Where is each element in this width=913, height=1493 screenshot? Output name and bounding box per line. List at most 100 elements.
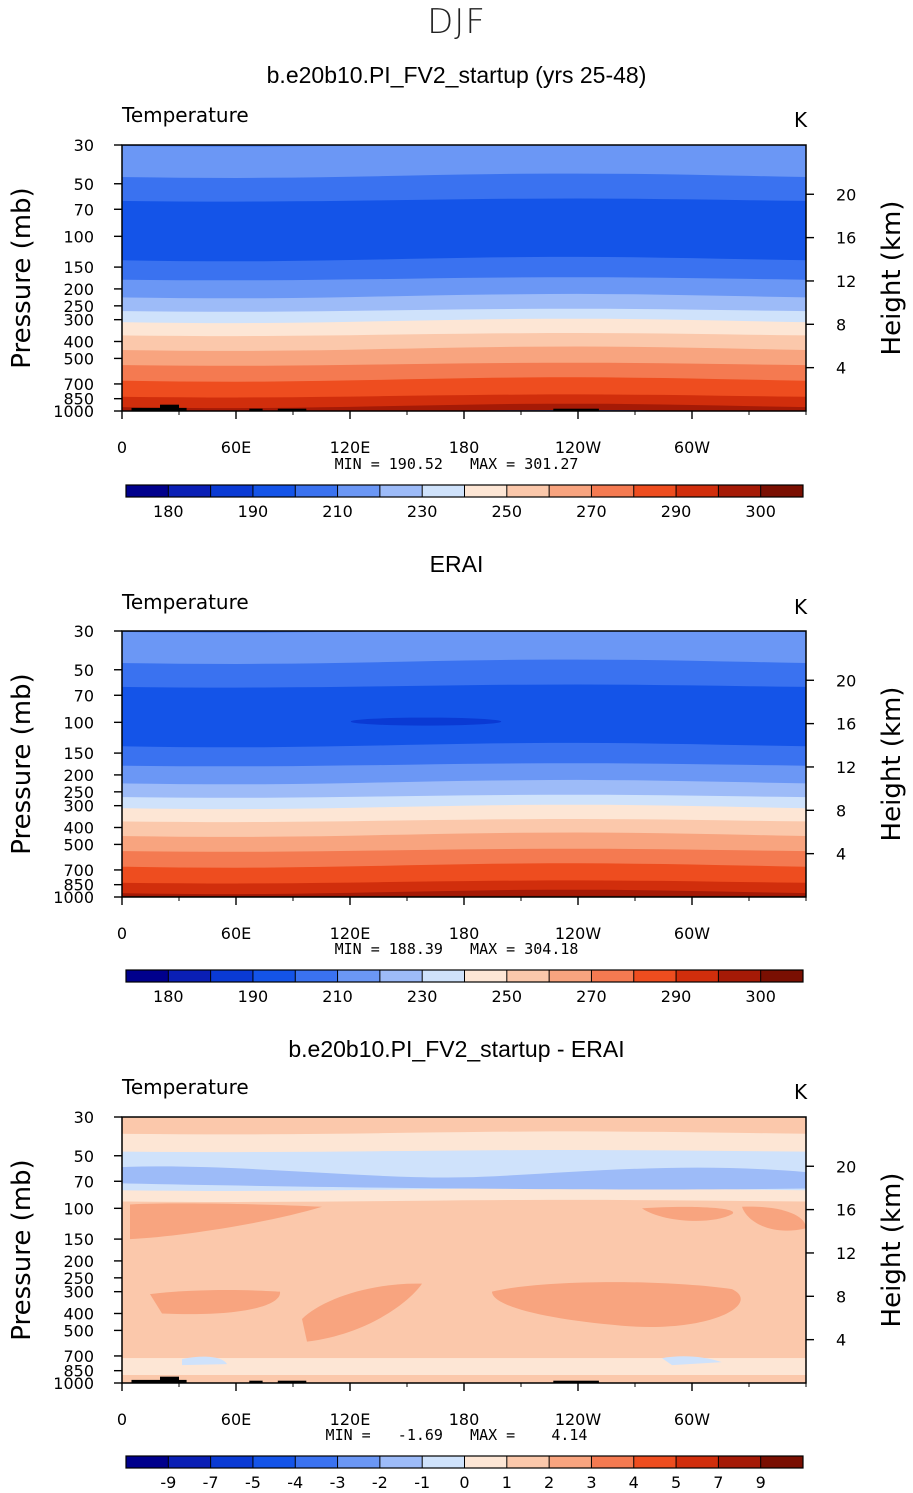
y-axis-label: Pressure (mb) <box>7 1159 37 1340</box>
contour-band <box>122 684 806 748</box>
contour-band <box>122 308 806 324</box>
y-tick-label: 70 <box>74 686 94 705</box>
y-tick-label: 70 <box>74 1172 94 1191</box>
panel-3: 3050701001502002503004005007008501000201… <box>7 1108 907 1492</box>
panel-1-units: K <box>794 108 808 132</box>
y-tick-label: 150 <box>63 1230 94 1249</box>
contour-band <box>122 173 806 203</box>
contour-band <box>122 1131 806 1153</box>
terrain-block <box>277 1380 307 1383</box>
colorbar-label: 230 <box>407 502 438 521</box>
y-tick-label: 500 <box>63 349 94 368</box>
colorbar: -9 -7 -5 -4 -3 -2 -1 0 1 2 3 4 5 7 9 <box>125 1455 804 1492</box>
colorbar-label: 190 <box>238 502 269 521</box>
colorbar-swatch <box>295 485 338 497</box>
colorbar-label: 3 <box>586 1473 596 1492</box>
contour-band <box>122 362 806 383</box>
x-tick-label: 180 <box>449 924 480 943</box>
contour-band <box>122 293 806 313</box>
panel-2: 3050701001502002503004005007008501000201… <box>7 622 907 1006</box>
contour-band <box>122 333 806 352</box>
cold-core <box>350 717 502 726</box>
x-tick-label: 60W <box>674 1410 710 1429</box>
y-tick-label: 200 <box>63 280 94 299</box>
y-tick-label: 400 <box>63 332 94 351</box>
height-tick-label: 8 <box>836 315 846 334</box>
y-tick-label: 700 <box>63 861 94 880</box>
colorbar-swatch <box>252 485 296 497</box>
colorbar-swatch <box>718 1456 762 1468</box>
x-tick-label: 180 <box>449 1410 480 1429</box>
y-tick-label: 400 <box>63 1304 94 1323</box>
colorbar-label: 210 <box>322 502 353 521</box>
colorbar-label: 180 <box>153 502 184 521</box>
colorbar-swatch <box>126 1456 169 1468</box>
right-axis-label: Height (km) <box>877 201 907 356</box>
colorbar-swatch <box>295 970 338 982</box>
contour-band <box>122 659 806 689</box>
y-tick-label: 300 <box>63 311 94 330</box>
contour-band <box>122 631 806 665</box>
colorbar-frame <box>125 1455 804 1469</box>
x-tick-label: 120W <box>555 438 602 457</box>
negative-lobe <box>122 1166 806 1190</box>
x-tick-label: 120E <box>330 924 371 943</box>
panel-1-title: b.e20b10.PI_FV2_startup (yrs 25-48) <box>266 62 647 88</box>
y-tick-label: 150 <box>63 258 94 277</box>
height-tick-label: 4 <box>836 1331 846 1350</box>
colorbar-label: 9 <box>756 1473 766 1492</box>
y-axis-label: Pressure (mb) <box>7 187 37 368</box>
y-tick-label: 1000 <box>53 402 94 421</box>
terrain-block <box>553 408 599 411</box>
terrain-block <box>160 404 179 411</box>
colorbar-swatch <box>252 1456 296 1468</box>
y-tick-label: 500 <box>63 1321 94 1340</box>
colorbar-swatch <box>633 1456 677 1468</box>
contour-fill <box>122 1117 806 1383</box>
x-tick-label: 120W <box>555 924 602 943</box>
colorbar-label: 2 <box>544 1473 554 1492</box>
colorbar-label: 300 <box>745 502 776 521</box>
height-tick-label: 20 <box>836 1157 856 1176</box>
y-tick-label: 30 <box>74 622 94 641</box>
y-tick-label: 30 <box>74 1108 94 1127</box>
colorbar-label: 1 <box>502 1473 512 1492</box>
contour-band <box>122 889 806 897</box>
colorbar-swatch <box>506 1456 550 1468</box>
panel-3-title: b.e20b10.PI_FV2_startup - ERAI <box>288 1036 625 1062</box>
height-tick-label: 16 <box>836 715 856 734</box>
right-axis-label: Height (km) <box>877 687 907 842</box>
contour-band <box>122 819 806 838</box>
contour-band <box>122 742 806 767</box>
panel-1-min-max: MIN = 190.52 MAX = 301.27 <box>334 455 579 473</box>
contour-band <box>122 804 806 823</box>
terrain-block <box>249 1380 263 1383</box>
colorbar-swatch <box>506 485 550 497</box>
terrain-block <box>179 1379 187 1383</box>
y-axis-label: Pressure (mb) <box>7 673 37 854</box>
x-tick-label: 60E <box>221 1410 251 1429</box>
x-tick-label: 120E <box>330 1410 371 1429</box>
colorbar-label: 190 <box>238 987 269 1006</box>
height-tick-label: 8 <box>836 801 846 820</box>
colorbar-swatch <box>422 970 465 982</box>
terrain-block <box>553 1380 599 1383</box>
colorbar-label: 230 <box>407 987 438 1006</box>
x-tick-label: 0 <box>117 924 127 943</box>
panel-2-min-max: MIN = 188.39 MAX = 304.18 <box>334 940 579 958</box>
terrain-block <box>131 1379 160 1383</box>
panel-2-title: ERAI <box>429 551 484 577</box>
y-tick-label: 700 <box>63 375 94 394</box>
height-tick-label: 20 <box>836 671 856 690</box>
contour-band <box>122 794 806 810</box>
panel-3-units: K <box>794 1080 808 1104</box>
contour-band <box>122 377 806 399</box>
positive-patch <box>742 1206 806 1231</box>
colorbar-swatch <box>379 485 423 497</box>
y-tick-label: 100 <box>63 713 94 732</box>
y-tick-label: 700 <box>63 1347 94 1366</box>
colorbar-swatch <box>464 1456 508 1468</box>
y-tick-label: 400 <box>63 818 94 837</box>
